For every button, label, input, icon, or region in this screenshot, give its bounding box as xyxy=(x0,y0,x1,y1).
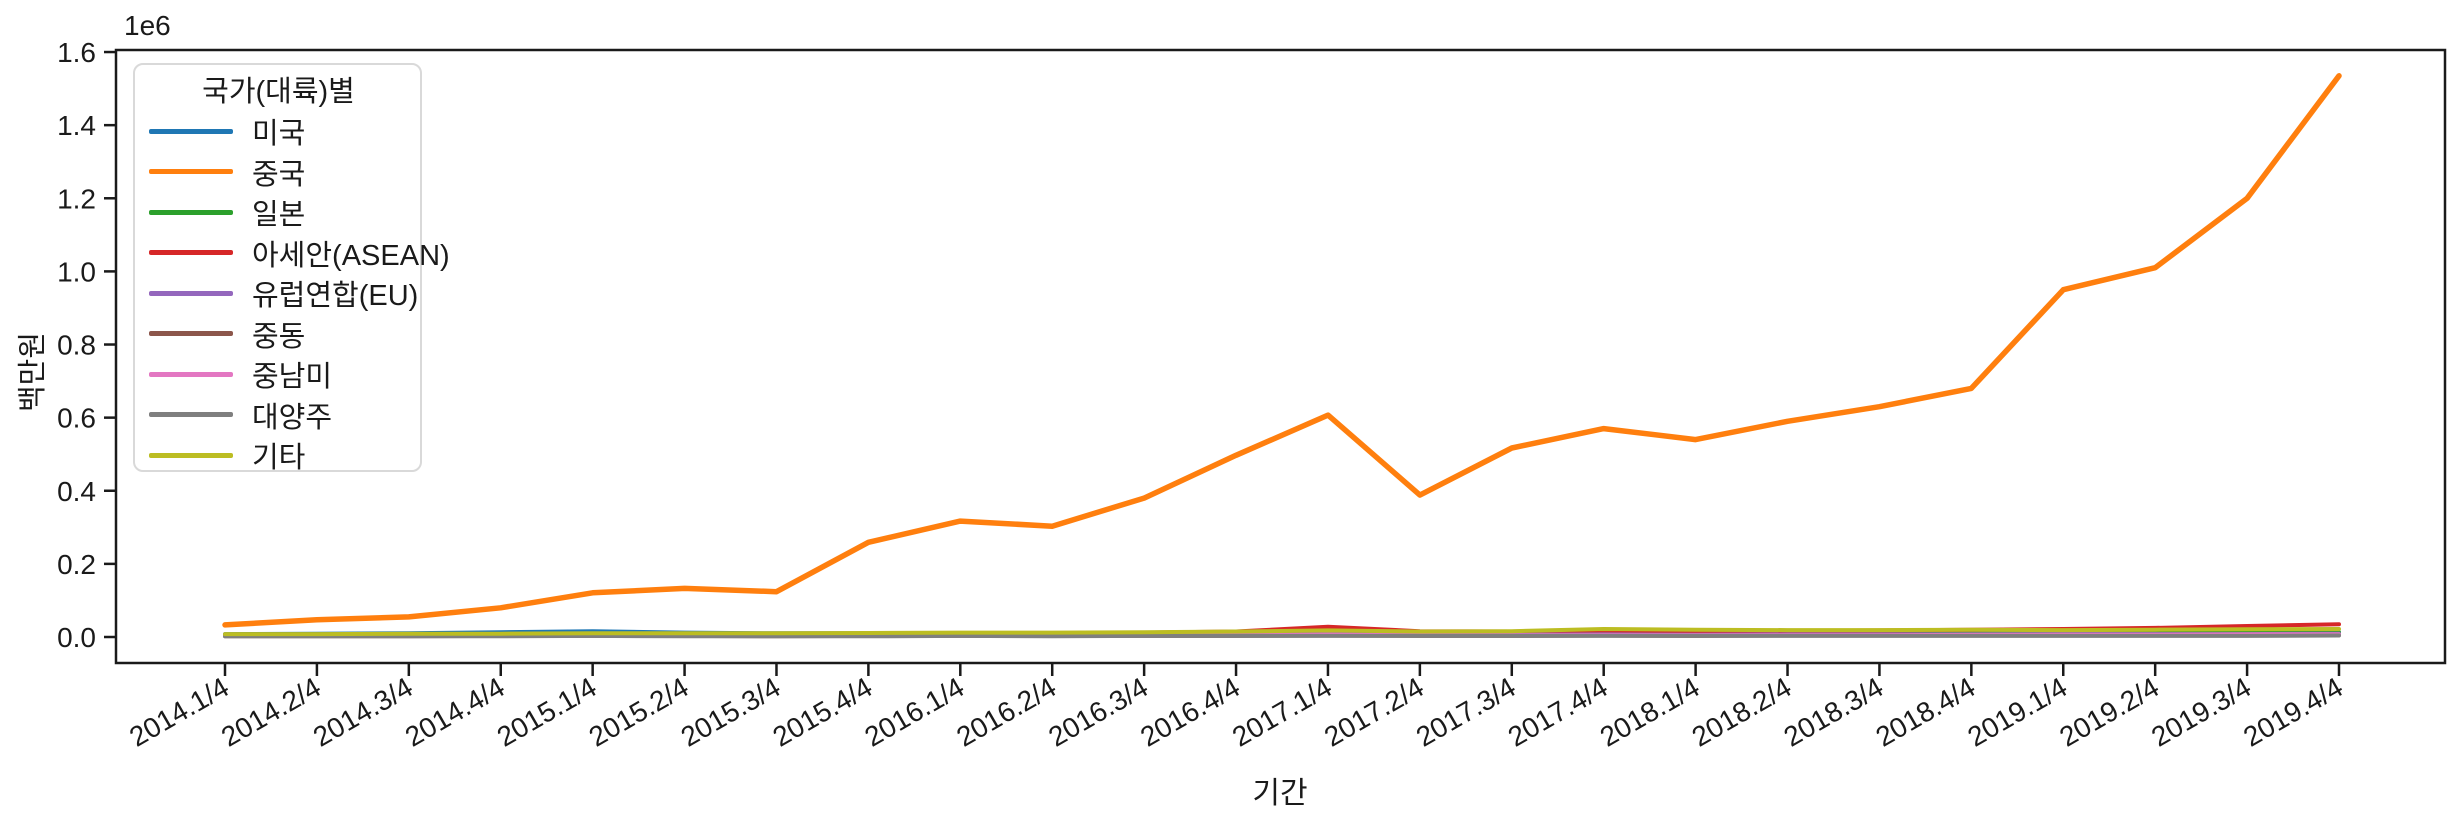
x-tick-label: 2015.2/4 xyxy=(584,671,694,752)
legend-label: 아세안(ASEAN) xyxy=(252,239,450,272)
y-axis-offset-label: 1e6 xyxy=(124,10,171,41)
y-tick-label: 1.0 xyxy=(57,256,96,287)
x-tick-label: 2015.4/4 xyxy=(767,671,877,752)
x-tick-label: 2018.4/4 xyxy=(1870,671,1980,752)
legend-swatch-icon xyxy=(149,290,233,296)
x-tick-label: 2019.4/4 xyxy=(2238,671,2348,752)
legend-swatch-icon xyxy=(149,169,233,175)
x-tick-label: 2017.1/4 xyxy=(1227,671,1337,752)
x-tick-label: 2018.2/4 xyxy=(1687,671,1797,752)
legend-item: 유럽연합(EU) xyxy=(149,273,418,314)
y-tick-label: 1.2 xyxy=(57,183,96,214)
x-tick-label: 2016.2/4 xyxy=(951,671,1061,752)
y-tick-label: 0.6 xyxy=(57,403,96,434)
x-tick-label: 2019.1/4 xyxy=(1962,671,2072,752)
x-tick-label: 2016.3/4 xyxy=(1043,671,1153,752)
legend-title: 국가(대륙)별 xyxy=(202,76,355,108)
x-tick-label: 2015.1/4 xyxy=(492,671,602,752)
legend-label: 일본 xyxy=(252,199,306,232)
x-tick-label: 2017.2/4 xyxy=(1319,671,1429,752)
y-tick-label: 0.8 xyxy=(57,330,96,361)
legend-label: 중남미 xyxy=(252,361,333,394)
legend-label: 중국 xyxy=(252,158,306,191)
x-tick-label: 2015.3/4 xyxy=(676,671,786,752)
legend-item: 중동 xyxy=(149,314,408,355)
legend-label: 중동 xyxy=(252,320,306,353)
legend-item: 아세안(ASEAN) xyxy=(149,233,450,274)
legend-swatch-icon xyxy=(149,412,233,418)
series-line-중국 xyxy=(222,73,2342,628)
x-tick-label: 2014.2/4 xyxy=(216,671,326,752)
legend-swatch-icon xyxy=(149,209,233,215)
legend-label: 기타 xyxy=(252,442,306,475)
x-tick-label: 2017.4/4 xyxy=(1503,671,1613,752)
x-tick-label: 2014.3/4 xyxy=(308,671,418,752)
x-tick-label: 2018.1/4 xyxy=(1595,671,1705,752)
legend-swatch-icon xyxy=(149,128,233,134)
legend-item: 일본 xyxy=(149,192,408,233)
y-tick-label: 1.4 xyxy=(57,110,96,141)
y-tick-label: 0.4 xyxy=(57,476,96,507)
y-axis-title: 백만원 xyxy=(17,331,49,413)
legend-item: 중국 xyxy=(149,152,408,193)
axes-frame xyxy=(114,48,2447,665)
series-line-기타 xyxy=(223,627,2341,637)
x-tick-label: 2018.3/4 xyxy=(1779,671,1889,752)
x-tick-label: 2019.2/4 xyxy=(2054,671,2164,752)
y-tick-label: 0.0 xyxy=(57,622,96,653)
legend-swatch-icon xyxy=(149,371,233,377)
y-tick-label: 1.6 xyxy=(57,37,96,68)
x-tick-label: 2019.3/4 xyxy=(2146,671,2256,752)
legend-swatch-icon xyxy=(149,452,233,458)
series-line-대양주 xyxy=(223,633,2341,639)
x-tick-label: 2014.4/4 xyxy=(400,671,510,752)
legend-label: 대양주 xyxy=(252,401,333,434)
x-axis-title: 기간 xyxy=(1252,777,1308,810)
legend-swatch-icon xyxy=(149,331,233,337)
x-tick-label: 2017.3/4 xyxy=(1411,671,1521,752)
y-tick-label: 0.2 xyxy=(57,549,96,580)
x-tick-label: 2014.1/4 xyxy=(124,671,234,752)
legend-item: 기타 xyxy=(149,435,408,476)
legend-item: 미국 xyxy=(149,111,408,152)
legend-label: 미국 xyxy=(252,118,306,151)
x-tick-label: 2016.4/4 xyxy=(1135,671,1245,752)
legend-item: 대양주 xyxy=(149,395,408,436)
legend-item: 중남미 xyxy=(149,354,408,395)
legend-swatch-icon xyxy=(149,250,233,256)
legend-label: 유럽연합(EU) xyxy=(252,280,419,313)
x-tick-label: 2016.1/4 xyxy=(859,671,969,752)
